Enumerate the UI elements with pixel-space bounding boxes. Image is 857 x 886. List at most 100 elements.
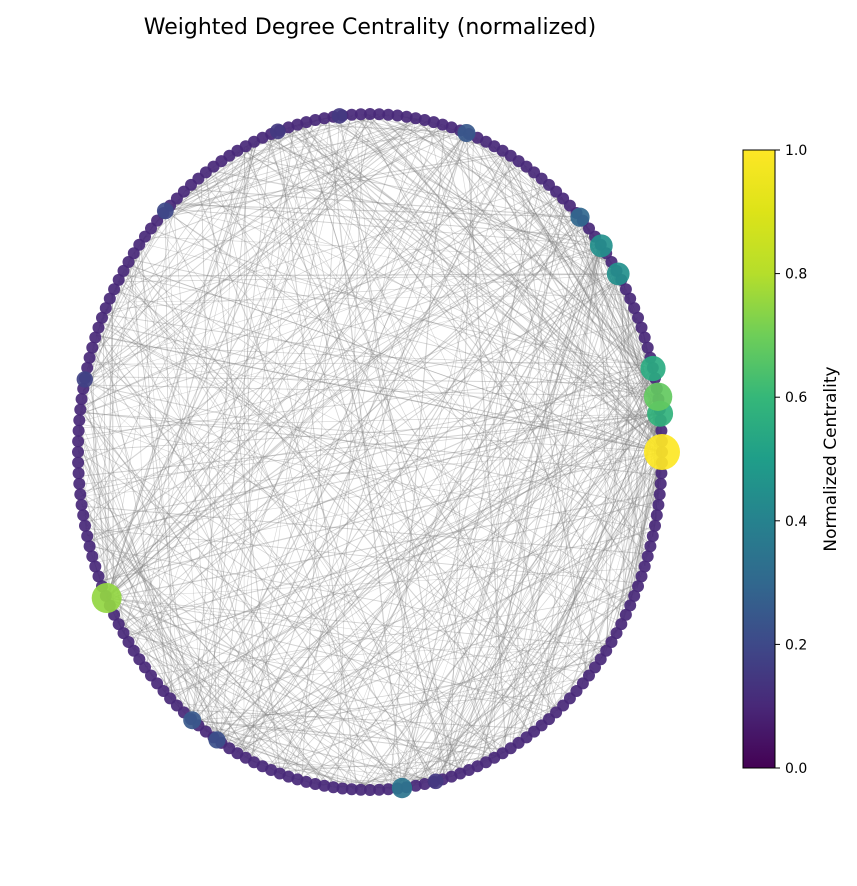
network-edge bbox=[126, 264, 663, 453]
network-edge bbox=[248, 204, 570, 761]
network-edge bbox=[95, 334, 403, 789]
network-edge bbox=[117, 273, 619, 283]
network-node bbox=[628, 302, 641, 315]
network-edge bbox=[218, 125, 295, 742]
network-edge bbox=[225, 157, 636, 594]
network-edge bbox=[81, 237, 145, 506]
network-edge bbox=[120, 273, 619, 277]
network-edge bbox=[342, 115, 581, 218]
network-edge bbox=[79, 417, 623, 623]
network-edge bbox=[475, 228, 590, 767]
network-edge bbox=[420, 371, 654, 786]
network-edge bbox=[183, 396, 659, 713]
network-edge bbox=[320, 118, 627, 291]
network-edge bbox=[106, 357, 651, 599]
network-edge bbox=[298, 580, 641, 781]
network-node bbox=[638, 331, 651, 344]
network-edge bbox=[213, 214, 579, 738]
network-node bbox=[391, 777, 413, 799]
network-node bbox=[76, 371, 94, 388]
network-edge bbox=[262, 137, 558, 712]
network-edge bbox=[434, 122, 605, 655]
network-edge bbox=[171, 396, 659, 701]
network-edge bbox=[121, 273, 659, 398]
network-node bbox=[86, 550, 99, 563]
network-edge bbox=[90, 113, 383, 355]
network-edge bbox=[88, 360, 661, 414]
network-node bbox=[331, 108, 348, 124]
network-node bbox=[632, 311, 644, 324]
network-edge bbox=[86, 533, 411, 788]
network-edge bbox=[111, 293, 114, 614]
network-edge bbox=[205, 113, 380, 173]
network-node bbox=[354, 108, 367, 121]
network-node bbox=[638, 560, 651, 573]
network-edge bbox=[216, 583, 640, 741]
network-edge bbox=[144, 236, 610, 260]
network-edge bbox=[345, 114, 540, 177]
network-edge bbox=[579, 217, 662, 483]
network-edge bbox=[150, 229, 659, 398]
network-edge bbox=[609, 451, 663, 646]
network-edge bbox=[559, 273, 619, 710]
network-node bbox=[364, 108, 376, 120]
network-edge bbox=[453, 127, 647, 342]
network-edge bbox=[215, 738, 385, 791]
network-edge bbox=[192, 182, 431, 783]
network-edge bbox=[108, 280, 622, 603]
network-edge bbox=[468, 581, 640, 771]
network-edge bbox=[588, 228, 630, 609]
network-edge bbox=[197, 396, 659, 726]
network-edge bbox=[78, 368, 654, 437]
network-edge bbox=[629, 337, 646, 607]
network-edge bbox=[84, 413, 661, 523]
network-edge bbox=[322, 118, 535, 732]
network-edge bbox=[106, 192, 559, 599]
network-edge bbox=[346, 723, 544, 790]
network-edge bbox=[160, 413, 661, 688]
network-edge bbox=[80, 445, 663, 497]
network-edge bbox=[216, 131, 464, 741]
network-edge bbox=[164, 210, 172, 700]
colorbar-tick-label: 0.8 bbox=[785, 267, 807, 283]
network-node bbox=[112, 273, 125, 286]
network-edge bbox=[277, 131, 661, 485]
network-edge bbox=[341, 115, 661, 415]
network-edge bbox=[324, 368, 654, 787]
network-node bbox=[427, 116, 440, 129]
network-edge bbox=[89, 355, 552, 718]
network-edge bbox=[301, 115, 340, 781]
network-edge bbox=[79, 121, 431, 414]
network-edge bbox=[584, 451, 663, 682]
network-node bbox=[72, 435, 85, 448]
network-edge bbox=[84, 379, 582, 687]
network-edge bbox=[85, 527, 640, 584]
network-edge bbox=[124, 268, 469, 771]
network-node bbox=[594, 653, 607, 666]
network-node bbox=[309, 778, 322, 790]
network-edge bbox=[251, 117, 331, 762]
network-edge bbox=[79, 412, 663, 453]
network-edge bbox=[127, 263, 663, 453]
network-edge bbox=[479, 578, 641, 766]
network-edge bbox=[466, 132, 663, 464]
network-edge bbox=[78, 322, 640, 441]
network-edge bbox=[435, 339, 646, 782]
network-edge bbox=[127, 639, 344, 790]
network-node bbox=[409, 112, 422, 125]
network-edge bbox=[435, 388, 658, 782]
network-edge bbox=[277, 131, 460, 775]
network-edge bbox=[501, 150, 663, 453]
network-edge bbox=[354, 672, 592, 790]
network-node bbox=[72, 456, 85, 469]
network-node bbox=[309, 114, 322, 126]
network-edge bbox=[581, 330, 643, 685]
network-edge bbox=[203, 134, 471, 731]
network-edge bbox=[413, 117, 640, 323]
network-edge bbox=[120, 224, 587, 629]
network-edge bbox=[457, 635, 616, 775]
network-edge bbox=[213, 166, 372, 791]
network-edge bbox=[355, 407, 661, 790]
network-edge bbox=[274, 757, 495, 773]
network-edge bbox=[143, 413, 661, 666]
